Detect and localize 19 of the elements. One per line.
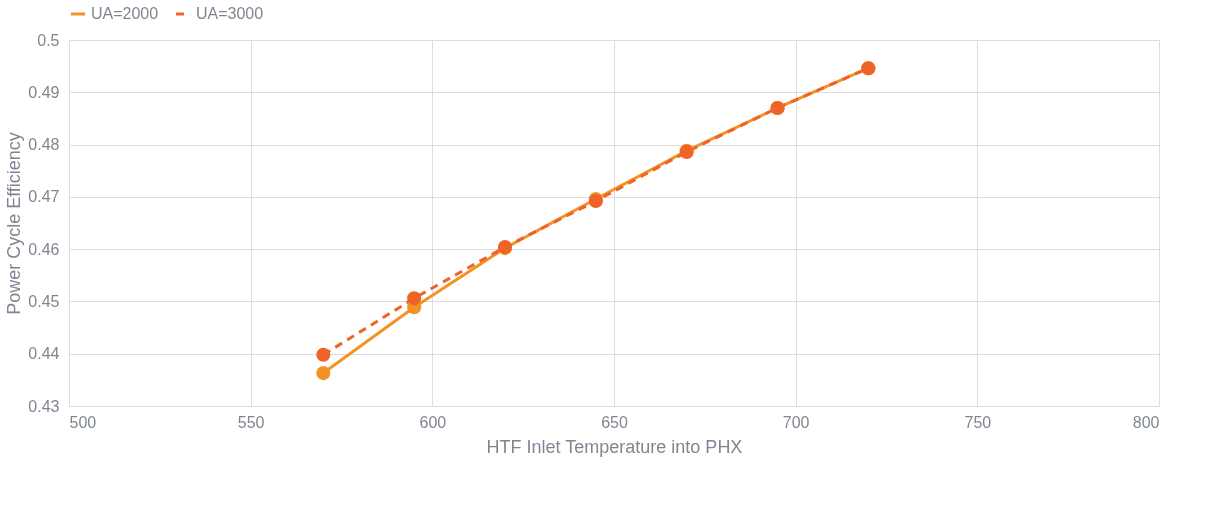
x-tick-label: 700 (782, 413, 810, 431)
legend-label: UA=2000 (91, 5, 159, 22)
y-axis-title: Power Cycle Efficiency (4, 132, 25, 315)
y-tick-label: 0.43 (28, 397, 60, 415)
legend-label: UA=3000 (196, 5, 264, 22)
y-tick-label: 0.47 (28, 188, 60, 206)
x-tick-label: 650 (601, 413, 628, 431)
y-tick-label: 0.45 (28, 292, 60, 310)
x-tick-label: 800 (1132, 413, 1160, 431)
x-tick-label: 550 (237, 413, 265, 431)
x-tick-label: 600 (419, 413, 447, 431)
y-tick-label: 0.46 (28, 240, 60, 258)
y-tick-label: 0.44 (28, 345, 60, 363)
x-axis-title: HTF Inlet Temperature into PHX (486, 436, 743, 457)
x-tick-label: 750 (964, 413, 992, 431)
y-tick-label: 0.5 (37, 31, 60, 49)
y-tick-label: 0.49 (28, 83, 60, 101)
y-tick-label: 0.48 (28, 136, 60, 154)
x-tick-label: 500 (69, 413, 97, 431)
